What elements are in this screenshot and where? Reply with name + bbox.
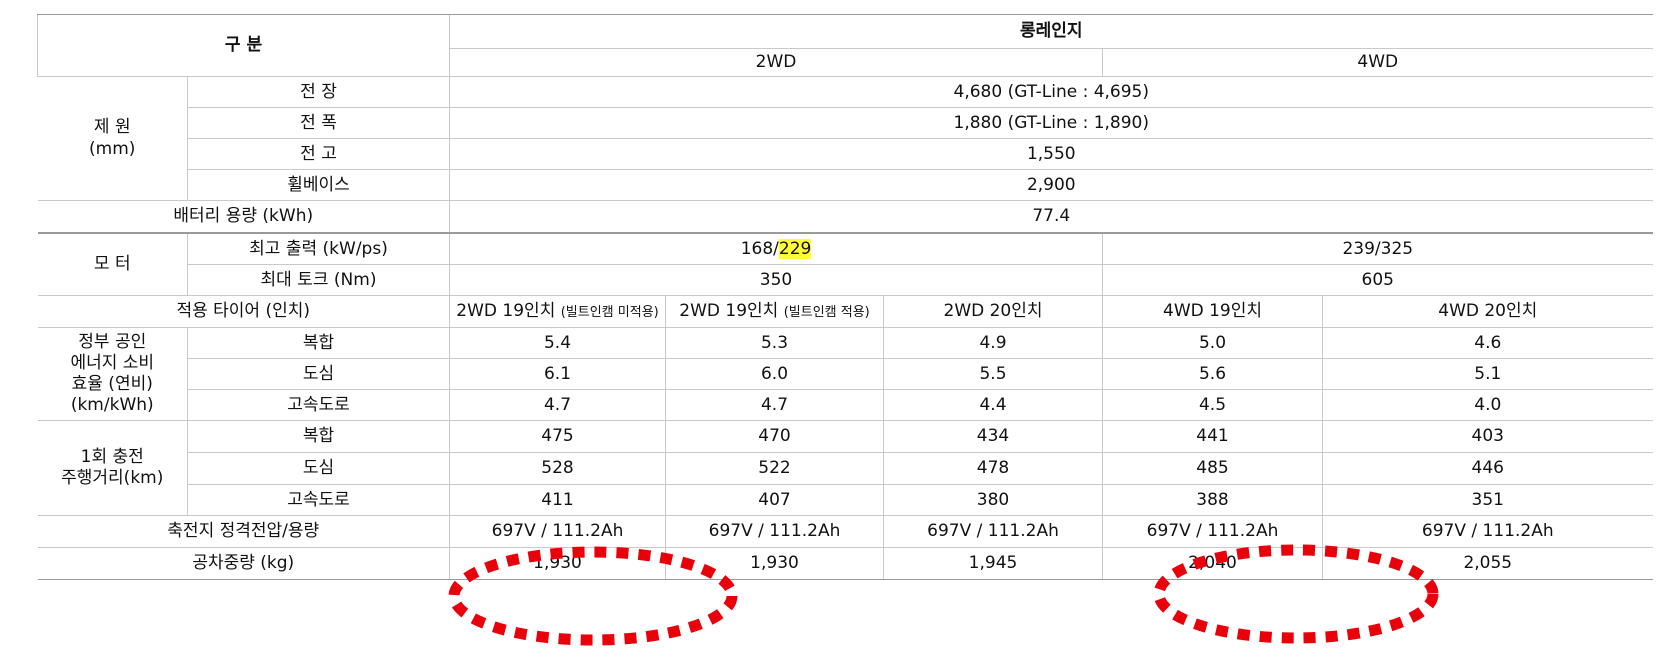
efficiency-cell: 4.5: [1102, 389, 1323, 421]
efficiency-cell: 6.1: [449, 358, 666, 390]
specs-group-unit: (mm): [89, 138, 136, 159]
efficiency-group-label: 정부 공인 에너지 소비 효율 (연비) (km/kWh): [37, 327, 188, 421]
power-2wd-kw: 168/: [740, 238, 779, 259]
efficiency-cell: 4.9: [883, 327, 1103, 359]
wheelbase-value: 2,900: [449, 169, 1653, 201]
range-row-label: 도심: [186, 452, 450, 485]
efficiency-group-line4: (km/kWh): [70, 395, 154, 416]
tire-col-1: 2WD 19인치 (빌트인캠 미적용): [449, 295, 666, 328]
power-4wd: 239/325: [1102, 231, 1653, 265]
torque-label: 최대 토크 (Nm): [186, 264, 450, 296]
efficiency-cell: 4.4: [883, 389, 1103, 421]
voltage-cell: 697V / 111.2Ah: [1102, 515, 1323, 548]
weight-cell: 2,055: [1322, 547, 1653, 580]
efficiency-row-label: 복합: [186, 327, 450, 359]
range-group-line2: 주행거리(km): [61, 468, 164, 488]
efficiency-cell: 4.6: [1322, 327, 1653, 359]
length-value: 4,680 (GT-Line : 4,695): [449, 76, 1653, 108]
tire-col-4: 4WD 19인치: [1102, 295, 1323, 328]
torque-2wd: 350: [449, 264, 1103, 296]
motor-group-label: 모 터: [37, 231, 188, 296]
range-cell: 522: [665, 452, 884, 485]
header-4wd: 4WD: [1102, 48, 1653, 77]
range-cell: 470: [665, 420, 884, 453]
voltage-cell: 697V / 111.2Ah: [883, 515, 1103, 548]
width-value: 1,880 (GT-Line : 1,890): [449, 107, 1653, 139]
range-cell: 485: [1102, 452, 1323, 485]
efficiency-cell: 5.0: [1102, 327, 1323, 359]
efficiency-cell: 6.0: [665, 358, 884, 390]
efficiency-cell: 5.5: [883, 358, 1103, 390]
spec-table: 구 분 롱레인지 2WD 4WD 제 원 (mm) 전 장 4,680 (GT-…: [36, 14, 1653, 580]
battery-label: 배터리 용량 (kWh): [37, 200, 450, 233]
header-2wd: 2WD: [449, 48, 1103, 77]
efficiency-cell: 4.7: [665, 389, 884, 421]
tire-col-2-main: 2WD 19인치: [679, 301, 784, 322]
weight-cell: 1,930: [665, 547, 884, 580]
voltage-label: 축전지 정격전압/용량: [37, 515, 450, 548]
range-group-line1: 1회 충전: [80, 446, 144, 467]
battery-value: 77.4: [449, 200, 1653, 233]
tire-col-1-main: 2WD 19인치: [456, 301, 561, 322]
efficiency-cell: 5.3: [665, 327, 884, 359]
power-label: 최고 출력 (kW/ps): [186, 231, 450, 265]
efficiency-cell: 5.1: [1322, 358, 1653, 390]
range-cell: 388: [1102, 484, 1323, 516]
voltage-cell: 697V / 111.2Ah: [449, 515, 666, 548]
weight-cell: 2,040: [1102, 547, 1323, 580]
range-cell: 441: [1102, 420, 1323, 453]
range-cell: 407: [665, 484, 884, 516]
efficiency-cell: 5.4: [449, 327, 666, 359]
efficiency-row-label: 도심: [186, 358, 450, 390]
power-2wd-ps-highlight: 229: [778, 238, 812, 259]
tire-col-3: 2WD 20인치: [883, 295, 1103, 328]
range-cell: 351: [1322, 484, 1653, 516]
weight-cell: 1,945: [883, 547, 1103, 580]
tire-col-5: 4WD 20인치: [1322, 295, 1653, 328]
wheelbase-label: 휠베이스: [186, 169, 450, 201]
range-row-label: 고속도로: [186, 484, 450, 516]
specs-group-title: 제 원: [93, 117, 131, 138]
efficiency-group-line3: 효율 (연비): [71, 374, 153, 394]
range-group-label: 1회 충전 주행거리(km): [37, 420, 188, 516]
efficiency-cell: 4.0: [1322, 389, 1653, 421]
specs-group-label: 제 원 (mm): [37, 76, 188, 201]
voltage-cell: 697V / 111.2Ah: [1322, 515, 1653, 548]
tire-col-2-note: (빌트인캠 적용): [783, 305, 870, 321]
width-label: 전 폭: [186, 107, 450, 139]
range-cell: 434: [883, 420, 1103, 453]
range-cell: 528: [449, 452, 666, 485]
torque-4wd: 605: [1102, 264, 1653, 296]
efficiency-cell: 5.6: [1102, 358, 1323, 390]
header-category: 구 분: [36, 14, 450, 77]
power-2wd: 168/229: [449, 231, 1103, 265]
height-label: 전 고: [186, 138, 450, 170]
efficiency-cell: 4.7: [449, 389, 666, 421]
length-label: 전 장: [186, 76, 450, 108]
height-value: 1,550: [449, 138, 1653, 170]
range-cell: 380: [883, 484, 1103, 516]
weight-cell: 1,930: [449, 547, 666, 580]
tire-col-1-note: (빌트인캠 미적용): [560, 305, 659, 321]
range-cell: 403: [1322, 420, 1653, 453]
range-cell: 446: [1322, 452, 1653, 485]
header-long-range: 롱레인지: [449, 14, 1653, 49]
range-cell: 478: [883, 452, 1103, 485]
range-cell: 475: [449, 420, 666, 453]
tire-col-2: 2WD 19인치 (빌트인캠 적용): [665, 295, 884, 328]
tire-label: 적용 타이어 (인치): [37, 295, 450, 328]
range-row-label: 복합: [186, 420, 450, 453]
efficiency-group-line1: 정부 공인: [78, 331, 147, 352]
efficiency-group-line2: 에너지 소비: [70, 352, 155, 373]
voltage-cell: 697V / 111.2Ah: [665, 515, 884, 548]
range-cell: 411: [449, 484, 666, 516]
weight-label: 공차중량 (kg): [37, 547, 450, 580]
efficiency-row-label: 고속도로: [186, 389, 450, 421]
